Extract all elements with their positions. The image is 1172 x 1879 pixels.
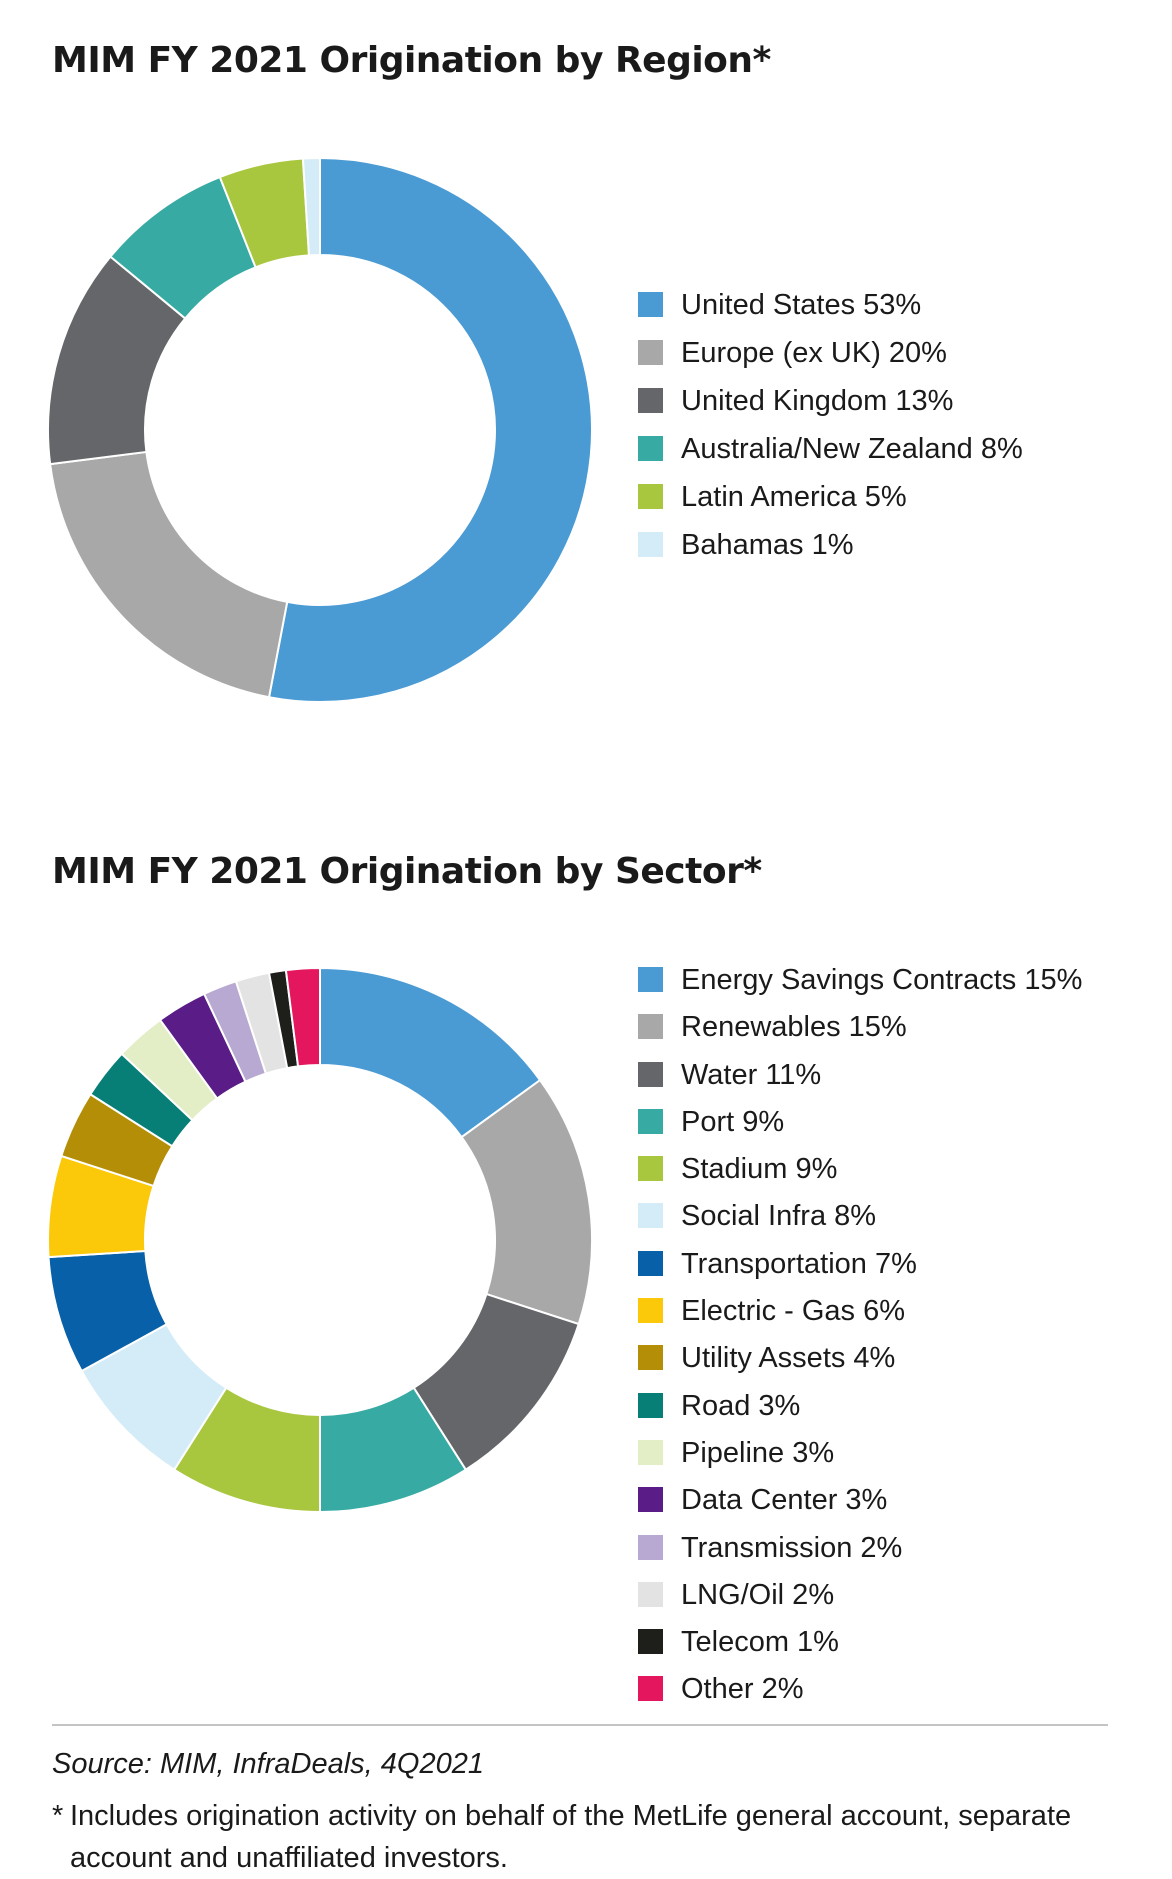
region-legend-label: Bahamas 1% <box>681 529 854 561</box>
sector-legend-label: Telecom 1% <box>681 1626 839 1659</box>
region-legend-swatch <box>638 292 663 317</box>
sector-legend-item-data-center: Data Center 3% <box>638 1480 1082 1527</box>
sector-legend-item-renewables: Renewables 15% <box>638 1007 1082 1054</box>
sector-legend-label: Pipeline 3% <box>681 1436 835 1469</box>
footnote-text: Includes origination activity on behalf … <box>70 1800 1072 1874</box>
sector-legend-swatch <box>638 1156 663 1182</box>
sector-legend-label: Transportation 7% <box>681 1247 917 1280</box>
region-legend-item-united-kingdom: United Kingdom 13% <box>638 381 1023 429</box>
sector-legend-label: Utility Assets 4% <box>681 1342 896 1375</box>
sector-legend-item-pipeline: Pipeline 3% <box>638 1433 1082 1480</box>
sector-legend-item-social-infra: Social Infra 8% <box>638 1196 1082 1243</box>
sector-legend: Energy Savings Contracts 15% Renewables 1… <box>638 960 1082 1717</box>
sector-legend-item-port: Port 9% <box>638 1102 1082 1149</box>
region-slice-europe-ex-uk <box>49 450 289 699</box>
sector-legend-label: Social Infra 8% <box>681 1200 877 1233</box>
sector-legend-label: Renewables 15% <box>681 1011 907 1044</box>
sector-legend-label: Port 9% <box>681 1105 785 1138</box>
sector-legend-swatch <box>638 1345 663 1371</box>
sector-legend-item-energy-savings-contracts: Energy Savings Contracts 15% <box>638 960 1082 1007</box>
sector-legend-label: Other 2% <box>681 1673 804 1706</box>
sector-slice-other <box>284 966 321 1068</box>
region-legend-label: Australia/New Zealand 8% <box>681 433 1023 465</box>
sector-legend-label: Water 11% <box>681 1058 822 1091</box>
sector-legend-item-stadium: Stadium 9% <box>638 1149 1082 1196</box>
footnote: * Includes origination activity on behal… <box>52 1795 1132 1879</box>
region-legend-swatch <box>638 436 663 461</box>
region-legend-item-bahamas: Bahamas 1% <box>638 525 1023 573</box>
sector-legend-swatch <box>638 1676 663 1702</box>
region-legend-item-australia-new-zealand: Australia/New Zealand 8% <box>638 429 1023 477</box>
sector-legend-swatch <box>638 1392 663 1418</box>
region-legend-label: United States 53% <box>681 289 922 321</box>
sector-legend-label: LNG/Oil 2% <box>681 1578 835 1611</box>
sector-legend-swatch <box>638 1487 663 1513</box>
region-legend-swatch <box>638 340 663 365</box>
sector-legend-swatch <box>638 1203 663 1229</box>
sector-legend-item-telecom: Telecom 1% <box>638 1622 1082 1669</box>
sector-legend-item-other: Other 2% <box>638 1669 1082 1716</box>
sector-legend-swatch <box>638 1014 663 1040</box>
sector-legend-item-lng-oil: LNG/Oil 2% <box>638 1575 1082 1622</box>
sector-legend-swatch <box>638 1439 663 1465</box>
footer-divider <box>52 1724 1108 1726</box>
region-legend-swatch <box>638 532 663 557</box>
region-slice-bahamas <box>301 156 321 257</box>
sector-legend-swatch <box>638 1581 663 1607</box>
sector-legend-swatch <box>638 1108 663 1134</box>
sector-legend-swatch <box>638 1629 663 1655</box>
sector-legend-label: Transmission 2% <box>681 1531 903 1564</box>
region-slice-united-states <box>267 156 593 703</box>
sector-legend-label: Data Center 3% <box>681 1484 888 1517</box>
region-legend-swatch <box>638 484 663 509</box>
sector-legend-label: Energy Savings Contracts 15% <box>681 964 1083 996</box>
sector-legend-item-electric-gas: Electric - Gas 6% <box>638 1291 1082 1338</box>
source-note: Source: MIM, InfraDeals, 4Q2021 <box>52 1748 484 1780</box>
region-legend-item-united-states: United States 53% <box>638 285 1023 333</box>
sector-legend-swatch <box>638 1534 663 1560</box>
region-donut-chart <box>47 156 593 703</box>
sector-donut-chart <box>47 966 593 1514</box>
sector-legend-label: Road 3% <box>681 1389 801 1422</box>
region-legend: United States 53% Europe (ex UK) 20% Unite… <box>638 285 1023 573</box>
sector-legend-swatch <box>638 967 663 992</box>
region-legend-item-europe-ex-uk: Europe (ex UK) 20% <box>638 333 1023 381</box>
sector-legend-item-utility-assets: Utility Assets 4% <box>638 1338 1082 1385</box>
region-legend-label: Europe (ex UK) 20% <box>681 337 947 369</box>
region-chart-title: MIM FY 2021 Origination by Region* <box>52 40 771 81</box>
sector-legend-item-transportation: Transportation 7% <box>638 1244 1082 1291</box>
sector-legend-item-transmission: Transmission 2% <box>638 1528 1082 1575</box>
region-legend-item-latin-america: Latin America 5% <box>638 477 1023 525</box>
sector-legend-item-road: Road 3% <box>638 1386 1082 1433</box>
region-legend-swatch <box>638 388 663 413</box>
sector-legend-label: Stadium 9% <box>681 1153 838 1186</box>
sector-legend-swatch <box>638 1250 663 1276</box>
sector-legend-item-water: Water 11% <box>638 1055 1082 1102</box>
sector-legend-label: Electric - Gas 6% <box>681 1295 905 1328</box>
sector-legend-swatch <box>638 1061 663 1087</box>
footnote-marker: * <box>52 1800 64 1832</box>
region-legend-label: United Kingdom 13% <box>681 385 954 417</box>
sector-chart-title: MIM FY 2021 Origination by Sector* <box>52 851 762 892</box>
region-legend-label: Latin America 5% <box>681 481 907 513</box>
sector-legend-swatch <box>638 1298 663 1324</box>
